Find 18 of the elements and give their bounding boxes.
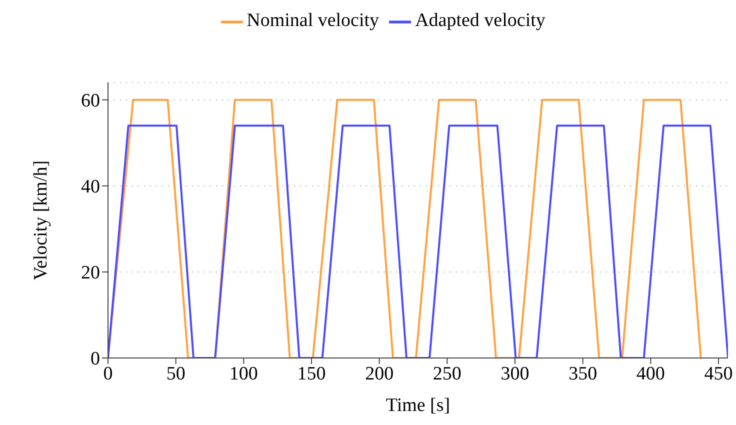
x-tick-label: 50	[166, 363, 186, 384]
y-tick-label: 60	[81, 90, 100, 112]
x-tick-label: 450	[704, 363, 733, 384]
x-tick-label: 100	[229, 363, 258, 384]
x-axis-title: Time [s]	[386, 395, 450, 416]
x-tick-label: 350	[568, 363, 598, 384]
y-axis-title: Velocity [km/h]	[30, 160, 52, 280]
legend-label: Adapted velocity	[415, 10, 546, 31]
y-tick-label: 0	[90, 348, 100, 370]
x-tick-label: 0	[103, 363, 113, 384]
y-tick-label: 40	[81, 176, 100, 198]
legend-label: Nominal velocity	[246, 10, 380, 31]
x-tick-label: 150	[297, 363, 326, 384]
x-tick-label: 250	[432, 363, 462, 384]
y-tick-label: 20	[81, 262, 100, 284]
x-tick-label: 300	[500, 363, 530, 384]
x-tick-label: 400	[636, 363, 665, 384]
x-tick-label: 200	[365, 363, 394, 384]
